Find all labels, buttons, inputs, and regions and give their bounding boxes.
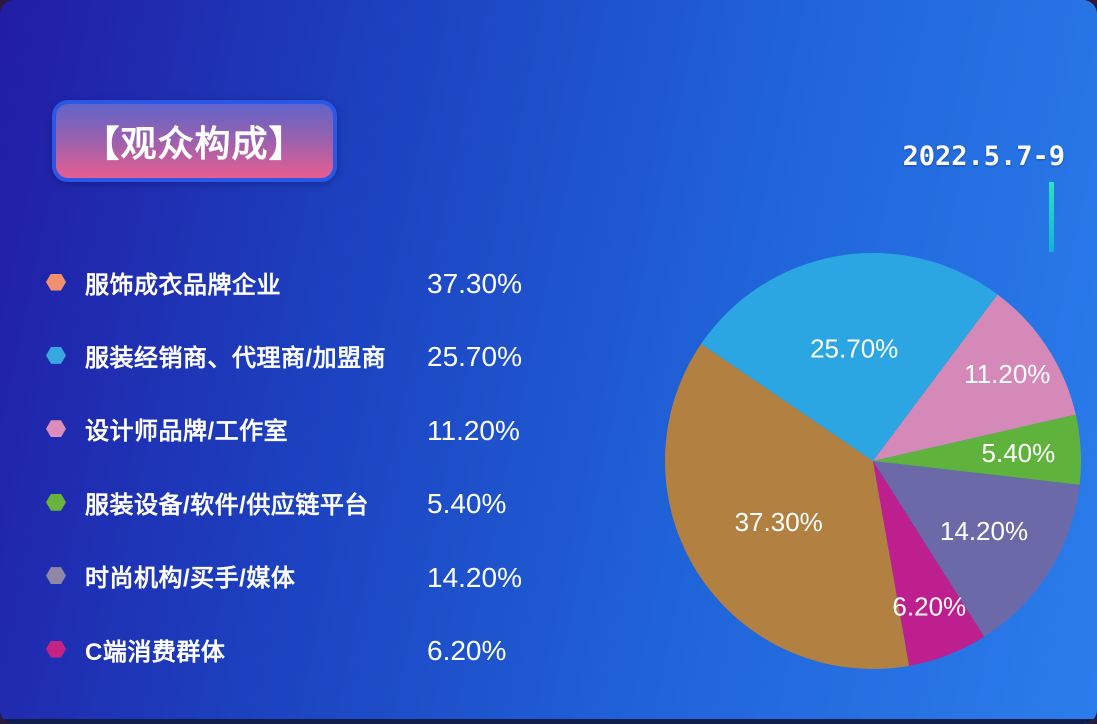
legend-label: 服装设备/软件/供应链平台 <box>85 491 369 519</box>
legend-item: 服装经销商、代理商/加盟商 25.70% <box>46 335 606 375</box>
pie-slice <box>701 253 998 461</box>
pie-slice <box>873 461 985 666</box>
legend-value: 5.40% <box>427 488 507 520</box>
legend-value: 11.20% <box>427 414 520 446</box>
bottom-strip <box>0 719 1097 724</box>
legend-label: 服装经销商、代理商/加盟商 <box>85 344 387 372</box>
legend-bullet-icon <box>46 420 66 438</box>
legend: 服饰成衣品牌企业 37.30% 服装经销商、代理商/加盟商 25.70% 设计师品牌/工… <box>46 262 606 669</box>
legend-value: 6.20% <box>427 635 507 666</box>
legend-item: 设计师品牌/工作室 11.20% <box>46 409 606 449</box>
title-badge: 【观众构成】 <box>52 100 337 182</box>
pie-chart: 37.30% 25.70% 11.20% 5.40% 14.20% 6.20% <box>665 253 1082 669</box>
legend-bullet-icon <box>46 493 66 511</box>
pie-slice-label: 14.20% <box>940 516 1028 546</box>
page-title: 【观众构成】 <box>83 123 306 164</box>
legend-item: 时尚机构/买手/媒体 14.20% <box>46 556 606 596</box>
pie-slice-label: 6.20% <box>892 592 966 622</box>
legend-label: C端消费群体 <box>85 638 226 666</box>
legend-label: 时尚机构/买手/媒体 <box>85 565 296 593</box>
pie-slice <box>665 343 910 669</box>
legend-item: C端消费群体 6.20% <box>46 629 606 669</box>
date-label: 2022.5.7-9 <box>902 141 1065 172</box>
pie-slice-label: 5.40% <box>982 438 1056 468</box>
pie-slice-label: 25.70% <box>810 333 898 363</box>
legend-value: 14.20% <box>427 561 522 593</box>
pie-slice-label: 37.30% <box>735 507 823 537</box>
legend-value: 37.30% <box>427 268 522 299</box>
legend-bullet-icon <box>46 640 66 658</box>
legend-label: 设计师品牌/工作室 <box>85 418 289 446</box>
legend-bullet-icon <box>46 346 66 364</box>
pie-slice <box>873 294 1076 461</box>
pie-slice-label: 11.20% <box>964 359 1050 389</box>
legend-value: 25.70% <box>427 341 522 373</box>
legend-label: 服饰成衣品牌企业 <box>85 271 281 299</box>
legend-item: 服饰成衣品牌企业 37.30% <box>46 262 606 302</box>
pie-slice <box>873 414 1082 485</box>
legend-bullet-icon <box>46 273 66 291</box>
legend-bullet-icon <box>46 567 66 585</box>
legend-item: 服装设备/软件/供应链平台 5.40% <box>46 482 606 522</box>
pie-slice <box>873 461 1080 637</box>
accent-bar <box>1049 182 1054 252</box>
